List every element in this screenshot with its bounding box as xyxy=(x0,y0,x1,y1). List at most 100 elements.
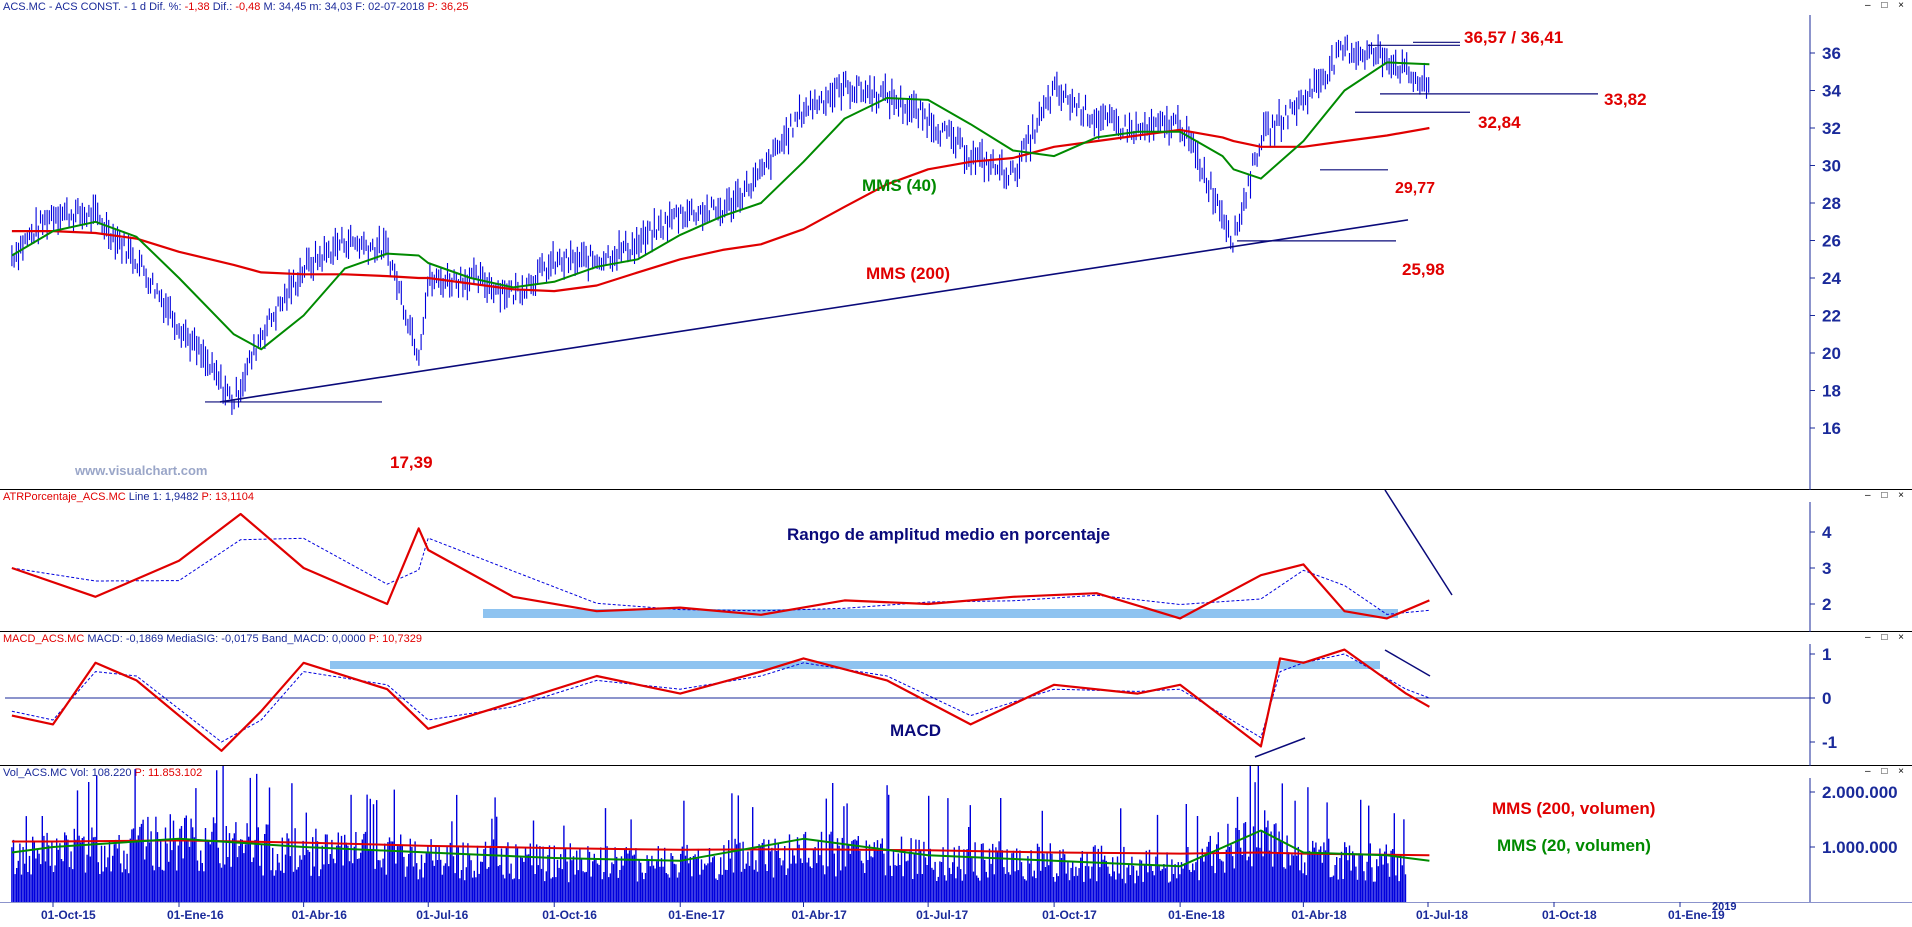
macd-chart: -1 0 1 MACD xyxy=(5,644,1837,766)
price-y-tick-label: 26 xyxy=(1822,232,1841,251)
sig-label: MediaSIG: xyxy=(166,633,219,645)
macd-label: MACD: xyxy=(87,633,123,645)
atr-line-label: Line 1: xyxy=(128,491,162,503)
vol-value: 108.220 xyxy=(91,767,132,779)
atr-y-tick-label: 2 xyxy=(1822,595,1831,614)
price-value: 36,25 xyxy=(440,1,469,13)
dif-pct-value: -1,38 xyxy=(184,1,210,13)
atr-line xyxy=(11,512,1430,620)
x-tick-label: 01-Abr-18 xyxy=(1291,908,1347,922)
atr-chart: 1 2 3 4 Rango de amplitud medio en porcenta… xyxy=(11,490,1832,632)
min-label: m: xyxy=(309,1,322,13)
watermark: www.visualchart.com xyxy=(74,463,207,478)
atr-header: ATRPorcentaje_ACS.MC Line 1: 1,9482 P: 1… xyxy=(0,490,1912,505)
macd-p-value: 10,7329 xyxy=(382,633,422,645)
atr-title: Rango de amplitud medio en porcentaje xyxy=(787,525,1110,544)
x-tick-label: 01-Ene-17 xyxy=(668,908,725,922)
date-label: F: xyxy=(355,1,366,13)
period-label: 1 d xyxy=(130,1,147,13)
atr-p-value: 13,1104 xyxy=(215,491,254,503)
macd-p-label: P: xyxy=(368,633,380,645)
price-label: P: xyxy=(427,1,438,13)
level-3382-label: 33,82 xyxy=(1604,90,1647,109)
atr-y-tick-label: 1 xyxy=(1822,631,1831,632)
year-marker: 2019 xyxy=(1712,902,1736,913)
dif-pct-label: Dif. %: xyxy=(149,1,182,13)
atr-y-tick-label: 3 xyxy=(1822,559,1831,578)
vol-mms200-label: MMS (200, volumen) xyxy=(1492,799,1655,818)
price-y-tick-label: 32 xyxy=(1822,119,1841,138)
atr-support-band xyxy=(483,609,1398,618)
level-2598-label: 25,98 xyxy=(1402,260,1445,279)
vol-window-buttons[interactable]: ‒ □ × xyxy=(1865,766,1908,777)
macd-window-buttons[interactable]: ‒ □ × xyxy=(1865,632,1908,643)
vol-y-tick-label: 2.000.000 xyxy=(1822,783,1898,802)
mms200-line xyxy=(11,126,1430,293)
macd-y-tick-label: 1 xyxy=(1822,645,1831,664)
price-y-tick-label: 28 xyxy=(1822,194,1841,213)
level-2977-label: 29,77 xyxy=(1395,180,1435,197)
atr-p-label: P: xyxy=(201,491,212,503)
atr-window-buttons[interactable]: ‒ □ × xyxy=(1865,490,1908,501)
price-y-tick-label: 36 xyxy=(1822,44,1841,63)
x-tick-label: 01-Ene-18 xyxy=(1168,908,1225,922)
price-chart: 16 18 20 22 24 26 28 30 32 34 36 www.visualchart.c… xyxy=(11,15,1841,490)
x-tick-label: 01-Oct-17 xyxy=(1042,908,1097,922)
x-tick-label: 01-Oct-16 xyxy=(542,908,597,922)
macd-line xyxy=(11,648,1430,752)
atr-name: ATRPorcentaje_ACS.MC xyxy=(3,491,126,503)
atr-trend-line xyxy=(1384,490,1453,596)
x-tick-label: 01-Jul-16 xyxy=(416,908,468,922)
min-value: 34,03 xyxy=(324,1,353,13)
x-tick-label: 01-Jul-17 xyxy=(916,908,968,922)
band-value: 0,0000 xyxy=(331,633,366,645)
macd-y-tick-label: 0 xyxy=(1822,689,1831,708)
vol-p-value: 11.853.102 xyxy=(147,767,203,779)
vol-name: Vol_ACS.MC xyxy=(3,767,68,779)
x-tick-label: 01-Ene-19 xyxy=(1668,908,1725,922)
volume-chart: 1.000.000 2.000.000 MMS (200, volumen) MM… xyxy=(11,766,1898,902)
macd-y-tick-label: -1 xyxy=(1822,733,1837,752)
price-y-tick-label: 20 xyxy=(1822,344,1841,363)
level-3284-label: 32,84 xyxy=(1478,113,1521,132)
macd-trend-line-high xyxy=(1384,649,1431,677)
symbol-label: ACS.MC - ACS CONST. - xyxy=(3,1,128,13)
mms40-label: MMS (40) xyxy=(862,176,937,195)
x-tick-label: 01-Ene-16 xyxy=(167,908,224,922)
macd-title: MACD xyxy=(890,721,941,740)
max-value: 34,45 xyxy=(278,1,307,13)
macd-resistance-band xyxy=(330,661,1380,669)
vol-mms20-line xyxy=(11,829,1430,868)
level-high-label: 36,57 / 36,41 xyxy=(1464,28,1563,47)
long-trend-line xyxy=(219,219,1409,403)
atr-panel: ATRPorcentaje_ACS.MC Line 1: 1,9482 P: 1… xyxy=(0,490,1912,632)
x-tick-label: 01-Abr-17 xyxy=(791,908,847,922)
price-y-tick-label: 22 xyxy=(1822,307,1841,326)
vol-label: Vol: xyxy=(70,767,89,779)
vol-p-label: P: xyxy=(134,767,145,779)
price-panel: ACS.MC - ACS CONST. - 1 d Dif. %: -1,38 … xyxy=(0,0,1912,490)
x-tick-label: 01-Oct-15 xyxy=(41,908,96,922)
x-tick-label: 01-Abr-16 xyxy=(292,908,348,922)
dif-value: -0,48 xyxy=(235,1,261,13)
sig-value: -0,0175 xyxy=(221,633,259,645)
vol-mms20-label: MMS (20, volumen) xyxy=(1497,836,1651,855)
dif-label: Dif.: xyxy=(212,1,233,13)
x-axis-svg: 01-Oct-15 01-Ene-16 01-Abr-16 01-Jul-16 01-O… xyxy=(0,901,1912,922)
mms40-line xyxy=(11,61,1430,351)
x-tick-label: 01-Oct-18 xyxy=(1542,908,1597,922)
atr-y-tick-label: 4 xyxy=(1822,523,1832,542)
atr-line-value: 1,9482 xyxy=(164,491,199,503)
macd-signal-line xyxy=(11,653,1430,743)
price-header: ACS.MC - ACS CONST. - 1 d Dif. %: -1,38 … xyxy=(0,0,1912,15)
price-y-tick-label: 34 xyxy=(1822,82,1841,101)
max-label: M: xyxy=(263,1,276,13)
band-label: Band_MACD: xyxy=(261,633,329,645)
price-y-tick-label: 24 xyxy=(1822,269,1841,288)
macd-trend-line-low xyxy=(1254,737,1306,758)
volume-panel: Vol_ACS.MC Vol: 108.220 P: 11.853.102 ‒ … xyxy=(0,766,1912,902)
x-tick-label: 01-Jul-18 xyxy=(1416,908,1468,922)
price-y-tick-label: 16 xyxy=(1822,419,1841,438)
date-value: 02-07-2018 xyxy=(368,1,425,13)
price-window-buttons[interactable]: ‒ □ × xyxy=(1865,0,1908,11)
